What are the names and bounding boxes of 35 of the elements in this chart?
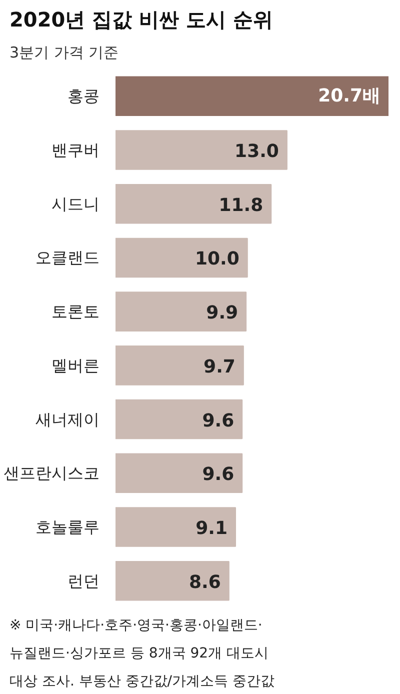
data-label: 9.6 xyxy=(202,410,234,432)
y-tick-label: 오클랜드 xyxy=(36,248,100,268)
bar xyxy=(116,399,243,440)
bar xyxy=(116,238,248,278)
data-label: 9.7 xyxy=(204,356,236,378)
text: 대상 조사. 부동산 중간값/가계소득 중간값 xyxy=(10,674,274,690)
data-label: 20.7배 xyxy=(318,86,381,107)
bar xyxy=(116,507,236,547)
bar xyxy=(116,453,243,494)
y-tick-label: 멜버른 xyxy=(52,356,100,375)
y-tick-label: 호놀룰루 xyxy=(36,518,100,537)
y-tick-label: 샌프란시스코 xyxy=(4,464,100,483)
data-label: 8.6 xyxy=(189,572,221,593)
y-tick-label: 새너제이 xyxy=(36,410,100,429)
y-tick-label: 런던 xyxy=(68,571,100,590)
data-label: 9.1 xyxy=(196,518,228,540)
data-label: 11.8 xyxy=(218,194,264,216)
chart-title: 2020년 집값 비싼 도시 순위 xyxy=(10,8,274,32)
y-tick-label: 토론토 xyxy=(52,302,100,322)
data-label: 9.9 xyxy=(206,302,238,324)
bar xyxy=(116,184,272,224)
data-label: 13.0 xyxy=(234,140,279,162)
chart-subtitle: 3분기 가격 기준 xyxy=(10,44,119,62)
data-label: 9.6 xyxy=(202,464,234,486)
bar xyxy=(116,560,230,601)
y-tick-label: 홍콩 xyxy=(68,86,100,106)
text: 뉴질랜드·싱가포르 등 8개국 92개 대도시 xyxy=(10,646,268,662)
data-label: 10.0 xyxy=(194,248,240,270)
bar xyxy=(116,346,244,386)
y-tick-label: 밴쿠버 xyxy=(52,140,100,160)
bar xyxy=(116,292,247,332)
text: ※ 미국·캐나다·호주·영국·홍콩·아일랜드· xyxy=(10,618,262,634)
bar xyxy=(116,130,288,170)
y-tick-label: 시드니 xyxy=(52,194,100,214)
bar xyxy=(116,76,388,116)
